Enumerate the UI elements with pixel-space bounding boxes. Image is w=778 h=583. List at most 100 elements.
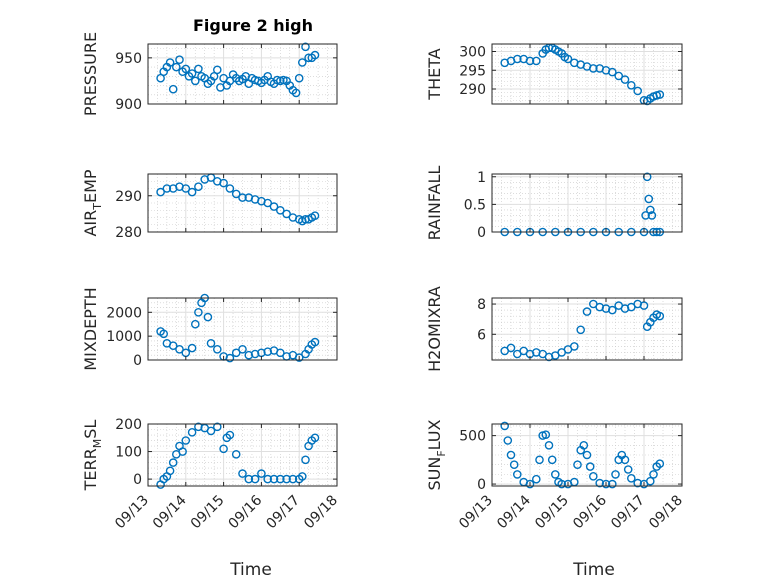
data-point: [573, 460, 582, 470]
y-tick-label: 950: [115, 51, 142, 67]
data-point: [506, 450, 516, 460]
data-point: [209, 72, 219, 81]
data-point: [238, 344, 247, 354]
x-tick-label: 09/18: [646, 492, 686, 532]
data-point: [655, 459, 665, 469]
data-point: [231, 348, 241, 358]
axes-box: [147, 423, 338, 487]
data-point: [544, 440, 554, 450]
data-point: [627, 81, 636, 90]
data-point: [294, 353, 304, 362]
data-point: [620, 75, 630, 84]
data-point: [535, 455, 544, 465]
data-point: [263, 198, 273, 208]
data-point: [608, 479, 617, 489]
data-point: [238, 469, 247, 478]
data-point: [547, 455, 557, 465]
x-tick-label: 09/16: [570, 492, 610, 532]
x-axis-label-left: Time: [229, 560, 272, 580]
data-point: [165, 466, 175, 476]
data-point: [178, 447, 187, 456]
data-point: [601, 479, 611, 489]
data-point: [563, 54, 573, 64]
data-point: [620, 455, 630, 465]
data-point: [646, 205, 655, 215]
x-tick-label: 09/18: [301, 492, 341, 532]
data-point: [513, 470, 522, 479]
data-point: [595, 478, 605, 488]
y-axis-label: AIRTEMP: [81, 169, 104, 236]
subplot-3: 280 290 AIRTEMP: [81, 169, 338, 241]
data-point: [641, 211, 650, 220]
data-point: [203, 312, 213, 322]
data-point: [219, 178, 228, 188]
data-point: [175, 344, 184, 354]
x-tick-label: 09/17: [263, 492, 303, 532]
data-point: [206, 426, 216, 436]
axes-box: [147, 173, 338, 233]
data-point: [291, 88, 301, 98]
data-point: [275, 205, 285, 215]
figure-title: Figure 2 high: [193, 16, 313, 35]
data-point: [541, 430, 551, 440]
data-point: [576, 325, 586, 335]
data-point: [633, 478, 643, 488]
data-point: [231, 449, 241, 459]
data-point: [244, 350, 254, 360]
x-tick-label: 09/14: [494, 492, 534, 532]
axes-box: [491, 297, 683, 361]
x-tick-label: 09/17: [608, 492, 648, 532]
data-point: [187, 187, 197, 197]
y-tick-label: 0: [133, 353, 142, 369]
data-point: [509, 460, 519, 470]
y-tick-label: 300: [459, 45, 486, 61]
data-point: [225, 353, 235, 363]
data-point: [294, 73, 304, 83]
y-tick-label: 295: [459, 63, 486, 79]
data-point: [282, 209, 291, 219]
data-point: [297, 58, 307, 67]
data-point: [582, 307, 592, 316]
data-point: [194, 182, 203, 191]
y-tick-label: 6: [477, 327, 486, 343]
data-point: [627, 473, 636, 483]
data-point: [611, 470, 620, 479]
y-axis-label: SUNFLUX: [425, 419, 448, 490]
data-point: [532, 56, 541, 66]
y-tick-label: 8: [477, 297, 486, 313]
data-point: [589, 471, 598, 481]
data-point: [187, 427, 197, 437]
y-axis-label: THETA: [425, 48, 444, 100]
subplot-2: 290 295 300 THETA: [425, 43, 683, 106]
y-axis-label: RAINFALL: [425, 166, 444, 241]
y-tick-label: 0.5: [464, 197, 486, 213]
data-point: [269, 202, 279, 211]
plot-area: [492, 174, 682, 232]
data-point: [655, 311, 665, 321]
data-point: [614, 71, 624, 81]
data-point: [310, 433, 320, 443]
y-tick-label: 2000: [106, 305, 142, 321]
data-point: [297, 472, 307, 481]
data-point: [231, 189, 241, 199]
data-point: [187, 343, 197, 353]
data-point: [557, 479, 567, 489]
data-point: [212, 65, 222, 75]
data-point: [187, 69, 197, 78]
y-tick-label: 1000: [106, 329, 142, 345]
data-point: [608, 305, 617, 315]
data-point: [181, 436, 191, 445]
data-point: [250, 474, 260, 484]
axes-box: [491, 423, 683, 487]
data-point: [168, 458, 178, 467]
data-point: [288, 474, 298, 484]
data-point: [156, 187, 165, 197]
subplot-grid: 900 950 PRESSURE 290 295 300 THETA 280 290 AIRTEM…: [81, 32, 686, 532]
data-point: [194, 422, 203, 432]
data-point: [212, 344, 222, 354]
data-point: [171, 62, 181, 72]
data-point: [647, 211, 657, 220]
data-point: [646, 476, 655, 486]
y-tick-label: 290: [115, 189, 142, 205]
